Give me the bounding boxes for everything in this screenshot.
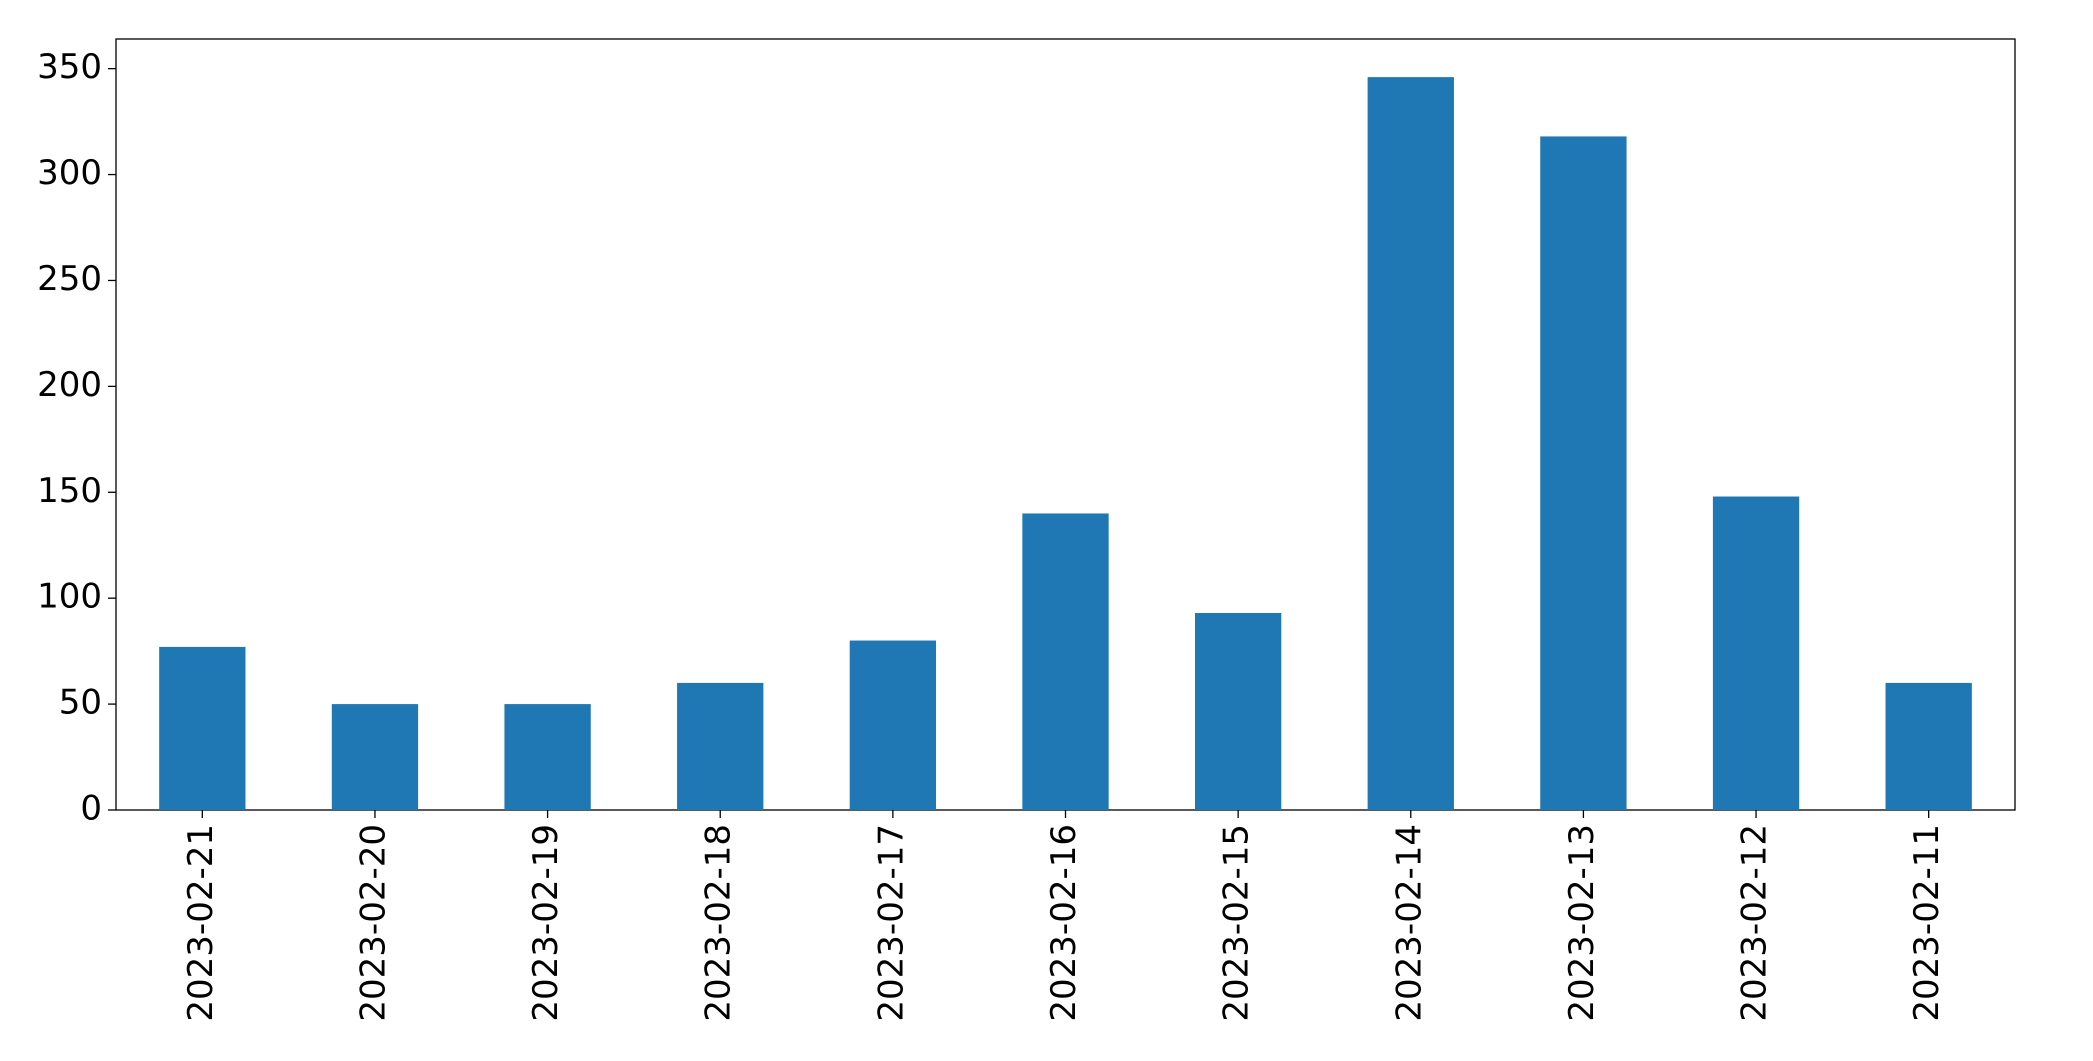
y-tick-label: 300 (37, 153, 102, 193)
x-tick-label: 2023-02-15 (1217, 824, 1257, 1022)
x-tick-label: 2023-02-19 (526, 824, 566, 1022)
bar (331, 704, 419, 810)
x-tick-label: 2023-02-13 (1562, 824, 1602, 1022)
y-tick-label: 350 (37, 47, 102, 87)
y-tick-label: 150 (37, 471, 102, 511)
bar (849, 640, 937, 810)
x-tick-label: 2023-02-20 (353, 824, 393, 1022)
x-tick-label: 2023-02-18 (699, 824, 739, 1022)
bar (1022, 513, 1109, 810)
y-tick-label: 0 (80, 789, 102, 829)
bar (1367, 77, 1454, 811)
bar (1194, 613, 1282, 810)
x-tick-label: 2023-02-11 (1907, 824, 1947, 1022)
bar (504, 704, 591, 810)
bar (1712, 496, 1800, 810)
x-tick-label: 2023-02-16 (1044, 824, 1084, 1022)
bar (677, 682, 764, 810)
y-tick-label: 250 (37, 259, 102, 299)
x-tick-label: 2023-02-14 (1389, 824, 1429, 1022)
y-tick-label: 200 (37, 365, 102, 405)
bar (1540, 136, 1627, 810)
x-tick-label: 2023-02-12 (1735, 824, 1775, 1022)
y-tick-label: 100 (37, 577, 102, 617)
bar (1885, 682, 1972, 810)
x-tick-label: 2023-02-21 (181, 824, 221, 1022)
x-tick-label: 2023-02-17 (871, 824, 911, 1022)
y-tick-label: 50 (59, 683, 102, 723)
bar (159, 646, 246, 810)
